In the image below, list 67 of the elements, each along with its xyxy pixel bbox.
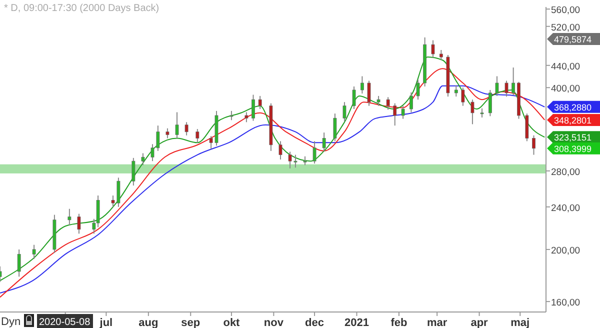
candlestick (312, 140, 316, 164)
candlestick (512, 67, 516, 96)
x-tick-label: feb (390, 317, 408, 328)
candlestick (352, 86, 356, 110)
candlestick (416, 79, 420, 100)
candlestick (488, 89, 492, 117)
x-tick-label: dec (305, 317, 324, 328)
candlestick (68, 208, 72, 226)
candlestick (504, 80, 508, 98)
y-tick-label: 440,00 (551, 61, 580, 72)
candlestick (184, 122, 188, 136)
x-tick-label: 2021 (344, 317, 369, 328)
x-tick-label: nov (264, 317, 284, 328)
candlestick (132, 157, 136, 186)
candlestick (166, 128, 170, 139)
y-tick-label: 280,00 (551, 166, 580, 178)
candlestick (333, 113, 337, 142)
x-tick-label: okt (223, 317, 240, 328)
data-label: 368,2880 (554, 102, 592, 112)
candlestick (360, 76, 364, 94)
candlestick (376, 95, 380, 106)
candlestick (258, 95, 262, 110)
candlestick (461, 87, 465, 106)
candlestick (393, 102, 397, 126)
x-tick-label: aug (138, 317, 158, 328)
candlestick (17, 248, 21, 278)
candlestick (278, 140, 282, 160)
y-tick-label: 160,00 (551, 298, 580, 309)
y-tick-label: 200,00 (551, 245, 580, 256)
candlestick (32, 244, 36, 260)
candlestick (410, 92, 413, 113)
candlestick (401, 105, 405, 120)
candlestick (252, 94, 255, 122)
candlestick (367, 80, 371, 106)
x-tick-label: jul (98, 317, 113, 328)
data-label: 323,5151 (554, 132, 592, 143)
y-tick-label: 400,00 (551, 84, 580, 95)
candlestick (525, 113, 529, 142)
candlestick (480, 108, 484, 118)
candlestick (342, 102, 346, 122)
text: 479,5874 (554, 34, 592, 44)
chart-title: * D, 09:00-17:30 (2000 Days Back) (4, 3, 160, 14)
candlestick (141, 152, 145, 166)
data-label: 348,2801 (554, 115, 592, 126)
x-tick-label: maj (510, 317, 530, 328)
candlestick (470, 99, 474, 125)
y-tick-label: 240,00 (551, 202, 580, 214)
candlestick (431, 40, 435, 58)
x-tick-label: apr (470, 317, 489, 328)
candlestick (322, 132, 326, 152)
candlestick (175, 112, 179, 139)
x-tick-label: sep (181, 317, 200, 328)
candlestick (230, 110, 234, 121)
candlestick (495, 76, 499, 96)
y-tick-label: 520,00 (551, 22, 580, 34)
candlestick (244, 112, 248, 123)
text: 308,3999 (554, 144, 592, 154)
candlestick (77, 213, 81, 234)
candlestick (439, 49, 443, 61)
text: Dyn (1, 316, 21, 328)
y-tick-label: 560,00 (551, 5, 580, 16)
candlestick (532, 134, 536, 156)
candlestick (454, 84, 458, 98)
candlestick (196, 128, 200, 144)
x-tick-label: mar (426, 317, 448, 328)
candlestick (386, 96, 390, 110)
text: 2020-05-08 (39, 317, 91, 328)
